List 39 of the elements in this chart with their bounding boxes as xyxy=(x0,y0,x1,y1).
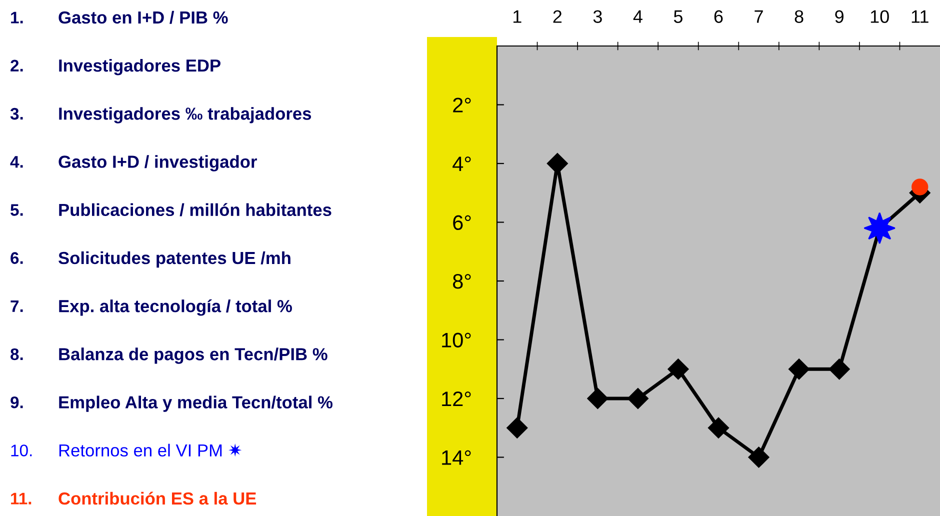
x-tick-label: 7 xyxy=(754,10,763,23)
point xyxy=(708,417,730,438)
point xyxy=(668,358,689,380)
point xyxy=(828,358,850,380)
point xyxy=(864,212,896,244)
text: 9. Empleo Alta y media Tecn/total % xyxy=(10,396,332,412)
y-tick-label: 14° xyxy=(442,450,471,465)
x-tick-label: 5 xyxy=(674,10,682,23)
y-tick-label: 2° xyxy=(453,98,471,112)
x-tick-label: 4 xyxy=(633,10,642,23)
x-tick-label: 2 xyxy=(553,10,562,23)
text: 1. Gasto en I+D / PIB % xyxy=(11,10,228,24)
point xyxy=(748,446,770,468)
y-tick-label: 4° xyxy=(452,156,471,172)
x-tick-label: 3 xyxy=(593,10,602,23)
x-tick-label: 1 xyxy=(513,10,522,23)
x-tick-label: 8 xyxy=(794,10,804,23)
text: 6. Solicitudes patentes UE /mh xyxy=(10,251,290,268)
text: 7. Exp. alta tecnología / total % xyxy=(10,299,292,316)
x-tick-label: 11 xyxy=(912,10,928,23)
point xyxy=(788,358,810,380)
text: 5. Publicaciones / millón habitantes xyxy=(10,203,332,216)
text: 3. Investigadores ‰ trabajadores xyxy=(10,107,312,124)
point xyxy=(627,388,648,410)
point xyxy=(912,178,928,196)
text: 2. Investigadores EDP xyxy=(10,58,220,76)
x-tick-label: 6 xyxy=(714,10,723,23)
text: 10. Retornos en el VI PM ✷ xyxy=(11,444,242,457)
y-tick-label: 6° xyxy=(453,215,471,230)
y-tick-label: 8° xyxy=(452,274,471,289)
point xyxy=(506,417,528,438)
point xyxy=(587,388,608,410)
y-tick-label: 10° xyxy=(442,332,471,348)
text: 11. Contribución ES a la UE xyxy=(11,492,256,505)
text: 8. Balanza de pagos en Tecn/PIB % xyxy=(10,348,328,364)
x-tick-label: 9 xyxy=(835,10,844,23)
text: 4. Gasto I+D / investigador xyxy=(10,155,257,172)
y-tick-label: 12° xyxy=(442,392,471,406)
x-tick-label: 10 xyxy=(870,10,889,23)
